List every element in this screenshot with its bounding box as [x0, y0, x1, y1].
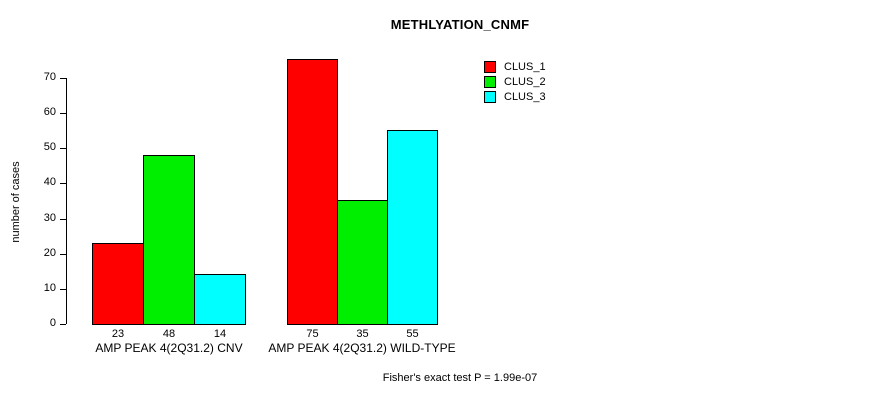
y-axis-line	[66, 78, 67, 324]
legend-label-clus2: CLUS_2	[504, 76, 546, 88]
legend-label-clus1: CLUS_1	[504, 61, 546, 73]
y-tick-label-60: 60	[43, 106, 56, 118]
legend-swatch-clus1-icon	[484, 61, 496, 73]
y-tick-label-40: 40	[43, 176, 56, 188]
y-tick-label-10: 10	[43, 282, 56, 294]
bar-label-group2-clus2: 35	[356, 328, 369, 340]
y-tick-0	[60, 324, 66, 325]
statistical-test-annotation: Fisher's exact test P = 1.99e-07	[382, 372, 538, 384]
legend-swatch-clus2-icon	[484, 76, 496, 88]
chart-title: METHLYATION_CNMF	[390, 17, 530, 32]
group-label-2: AMP PEAK 4(2Q31.2) WILD-TYPE	[268, 341, 456, 355]
y-tick-60	[60, 113, 66, 114]
bar-label-group2-clus1: 75	[306, 328, 319, 340]
y-tick-label-0: 0	[49, 317, 56, 329]
bar-group1-clus2	[143, 155, 195, 325]
bar-group2-clus3	[387, 130, 438, 325]
bar-group2-clus1	[287, 59, 338, 325]
bar-group1-clus3	[194, 274, 246, 325]
y-tick-20	[60, 254, 66, 255]
bar-label-group1-clus3: 14	[213, 328, 227, 340]
bar-group1-clus1	[92, 243, 144, 325]
group-label-1: AMP PEAK 4(2Q31.2) CNV	[95, 341, 243, 355]
y-tick-label-20: 20	[43, 247, 56, 259]
y-tick-label-70: 70	[43, 71, 56, 83]
chart-title-wrapper: METHLYATION_CNMF	[230, 17, 690, 32]
y-tick-50	[60, 148, 66, 149]
y-tick-label-50: 50	[43, 141, 56, 153]
y-tick-10	[60, 289, 66, 290]
y-tick-label-30: 30	[43, 212, 56, 224]
bar-label-group2-clus3: 55	[406, 328, 419, 340]
bar-label-group1-clus2: 48	[162, 328, 176, 340]
y-tick-40	[60, 183, 66, 184]
legend-label-clus3: CLUS_3	[504, 91, 546, 103]
y-tick-70	[60, 78, 66, 79]
legend-swatch-clus3-icon	[484, 91, 496, 103]
bar-label-group1-clus1: 23	[111, 328, 125, 340]
y-tick-30	[60, 219, 66, 220]
y-axis-title: number of cases	[10, 161, 22, 243]
bar-group2-clus2	[337, 200, 388, 325]
